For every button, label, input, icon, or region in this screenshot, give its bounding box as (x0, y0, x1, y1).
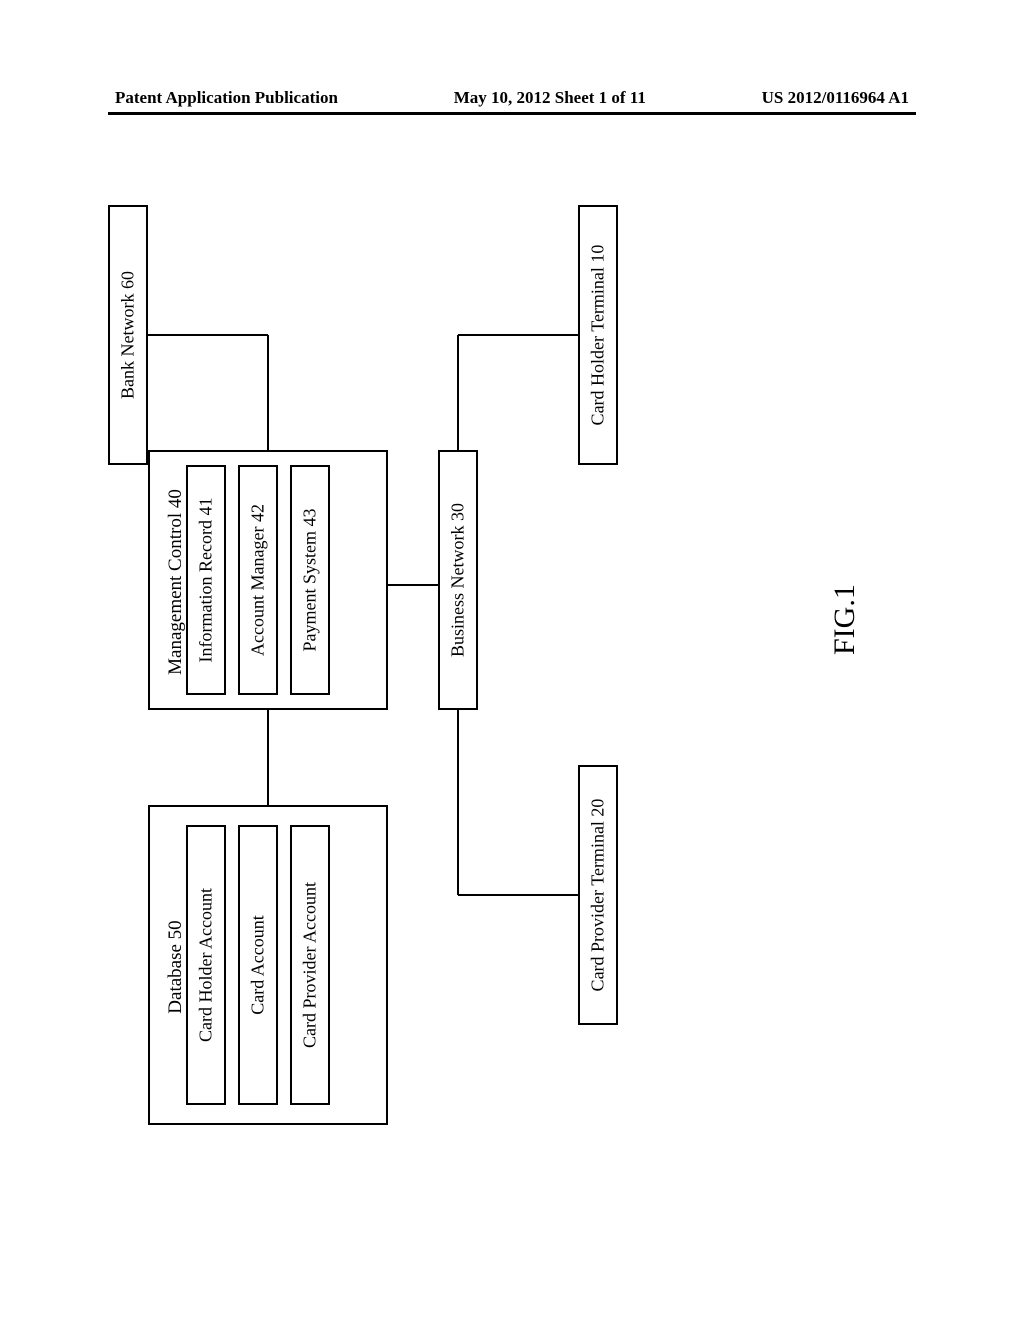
mgmt-item-payment-system: Payment System 43 (290, 465, 330, 695)
card-provider-terminal-box: Card Provider Terminal 20 (578, 765, 618, 1025)
mgmt-item-info-record: Information Record 41 (186, 465, 226, 695)
bank-network-box: Bank Network 60 (108, 205, 148, 465)
bank-network-label: Bank Network 60 (118, 271, 139, 399)
business-network-label: Business Network 30 (448, 503, 469, 657)
db-item-label-1: Card Account (248, 915, 269, 1014)
db-item-card-account: Card Account (238, 825, 278, 1105)
header-right: US 2012/0116964 A1 (762, 88, 909, 108)
card-holder-terminal-box: Card Holder Terminal 10 (578, 205, 618, 465)
header-center: May 10, 2012 Sheet 1 of 11 (454, 88, 646, 108)
mgmt-item-account-manager: Account Manager 42 (238, 465, 278, 695)
db-item-card-holder-account: Card Holder Account (186, 825, 226, 1105)
card-holder-terminal-label: Card Holder Terminal 10 (588, 245, 609, 426)
db-item-label-2: Card Provider Account (300, 882, 321, 1048)
database-title: Database 50 (165, 920, 187, 1013)
mgmt-item-label-0: Information Record 41 (196, 498, 217, 663)
db-item-label-0: Card Holder Account (196, 888, 217, 1042)
page-header: Patent Application Publication May 10, 2… (0, 88, 1024, 108)
card-provider-terminal-label: Card Provider Terminal 20 (588, 799, 609, 992)
business-network-box: Business Network 30 (438, 450, 478, 710)
diagram-area: Database 50 Card Holder Account Card Acc… (108, 165, 916, 1185)
header-left: Patent Application Publication (115, 88, 338, 108)
mgmt-item-label-2: Payment System 43 (300, 509, 321, 652)
figure-label: FIG.1 (828, 584, 862, 655)
management-title: Management Control 40 (165, 489, 187, 675)
mgmt-item-label-1: Account Manager 42 (248, 504, 269, 656)
db-item-card-provider-account: Card Provider Account (290, 825, 330, 1105)
header-underline (108, 112, 916, 115)
